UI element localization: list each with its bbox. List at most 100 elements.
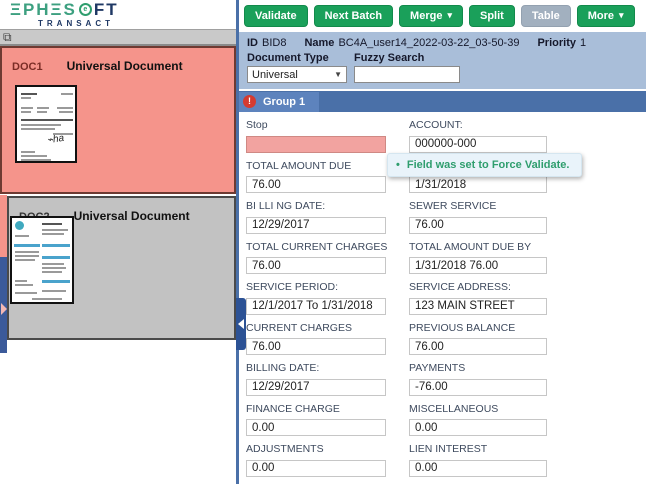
document-panel-doc2[interactable]: DOC2 Universal Document: [7, 196, 236, 340]
priority-value: 1: [579, 37, 587, 49]
copy-pages-icon[interactable]: ⧉: [3, 30, 12, 44]
brand-part2: FT: [93, 0, 119, 19]
error-badge-icon: !: [243, 95, 256, 108]
field-row: SERVICE ADDRESS:: [409, 281, 569, 315]
field-row: TOTAL AMOUNT DUE BY: [409, 240, 569, 274]
left-splitter-strip[interactable]: [0, 257, 7, 353]
toolbar-button-validate[interactable]: Validate: [244, 4, 308, 28]
tooltip-text: Field was set to Force Validate.: [406, 159, 570, 171]
field-label: TOTAL AMOUNT DUE BY: [409, 240, 532, 253]
field-label: ACCOUNT:: [409, 119, 463, 131]
document-type-value: Universal: [252, 68, 298, 81]
sidebar-toolbar: ⧉: [0, 29, 236, 46]
doc2-type-label: Universal Document: [73, 209, 190, 223]
group-tab-bar: ! Group 1: [239, 91, 646, 112]
field-label: Stop: [246, 119, 268, 131]
doc2-page-thumbnail[interactable]: [10, 216, 74, 304]
field-label: SERVICE PERIOD:: [246, 281, 338, 293]
brand-wordmark: ΞPHΞS e FT: [10, 1, 150, 18]
batch-meta-bar: ID BID8 Name BC4A_user14_2022-03-22_03-5…: [239, 32, 646, 89]
field-row: BI LLI NG DATE:: [246, 200, 409, 234]
field-row: LIEN INTEREST: [409, 443, 569, 477]
field-row: MISCELLANEOUS: [409, 402, 569, 436]
form-col-right: ACCOUNT: SEWER SERVICE TOTAL AMOUNT DUE BY…: [409, 119, 569, 484]
expand-right-arrow-icon[interactable]: [1, 303, 7, 315]
field-label: CURRENT CHARGES: [246, 321, 352, 334]
brand-part1: ΞPHΞS: [10, 0, 77, 19]
field-label: SEWER SERVICE: [409, 200, 497, 212]
field-input-sewer-service[interactable]: [409, 216, 547, 234]
dropdown-caret-icon: ▾: [619, 10, 624, 21]
field-input-billing-date[interactable]: [246, 378, 386, 396]
field-row: Stop: [246, 119, 409, 153]
tab-group-1[interactable]: ! Group 1: [239, 92, 320, 112]
doc1-id-label: DOC1: [12, 61, 43, 73]
doc1-header: DOC1 Universal Document: [2, 48, 234, 73]
field-input-service-period[interactable]: [246, 297, 386, 315]
field-input-previous-balance[interactable]: [409, 338, 547, 355]
index-fields-form: Stop TOTAL AMOUNT DUE BI LLI NG DATE: TOTAL…: [236, 112, 646, 484]
field-label: BILLING DATE:: [246, 362, 320, 374]
field-row: TOTAL AMOUNT DUE: [246, 159, 409, 193]
name-value: BC4A_user14_2022-03-22_03-50-39: [338, 37, 520, 49]
field-input-miscellaneous[interactable]: [409, 419, 547, 436]
toolbar-buttons: Validate Next Batch Merge ▾ Split Table More ▾: [239, 0, 646, 32]
field-row: SEWER SERVICE: [409, 200, 569, 234]
field-label: TOTAL CURRENT CHARGES: [246, 240, 388, 253]
field-row: TOTAL CURRENT CHARGES: [246, 240, 409, 274]
brand-subtitle: TRANSACT: [38, 19, 114, 28]
field-label: LIEN INTEREST: [409, 443, 488, 455]
field-input-finance-charge[interactable]: [246, 419, 386, 436]
field-input-service-address[interactable]: [409, 297, 547, 315]
field-input-current-charges[interactable]: [246, 338, 386, 355]
fuzzy-search-input[interactable]: [354, 66, 460, 83]
form-col-left: Stop TOTAL AMOUNT DUE BI LLI NG DATE: TOTAL…: [246, 119, 409, 484]
field-input-lien-interest[interactable]: [409, 459, 547, 477]
left-splitter-strip-top: [0, 195, 7, 257]
field-label: PAYMENTS: [409, 362, 466, 374]
field-input-account[interactable]: [409, 135, 547, 153]
field-row: PREVIOUS BALANCE: [409, 322, 569, 355]
field-label: BI LLI NG DATE:: [246, 200, 326, 212]
field-label: ADJUSTMENTS: [246, 443, 324, 455]
meta-field-inputs: Universal ▼: [247, 66, 638, 83]
field-input-total-amount-due[interactable]: [246, 176, 386, 193]
field-row: ADJUSTMENTS: [246, 443, 409, 477]
document-type-select[interactable]: Universal ▼: [247, 66, 347, 83]
field-input-adjustments[interactable]: [246, 459, 386, 477]
collapse-panel-handle[interactable]: [236, 298, 246, 350]
field-row: SERVICE PERIOD:: [246, 281, 409, 315]
field-row: BILLING DATE:: [246, 362, 409, 396]
field-row: FINANCE CHARGE: [246, 402, 409, 436]
dropdown-caret-icon: ▾: [447, 10, 452, 21]
toolbar-button-merge[interactable]: Merge ▾: [399, 4, 463, 28]
fuzzy-search-label: Fuzzy Search: [354, 52, 425, 64]
toolbar-button-next-batch[interactable]: Next Batch: [313, 4, 394, 28]
field-input-total-current-charges[interactable]: [246, 257, 386, 274]
toolbar-button-more[interactable]: More ▾: [576, 4, 635, 28]
document-sidebar: ΞPHΞS e FT TRANSACT ⧉ DOC1 Universal Docum…: [0, 0, 236, 484]
field-label: FINANCE CHARGE: [246, 402, 340, 415]
field-input-payments[interactable]: [409, 378, 547, 396]
field-input-stop[interactable]: [246, 135, 386, 153]
force-validate-tooltip: • Field was set to Force Validate.: [387, 153, 583, 177]
field-input-total-amount-due-by[interactable]: [409, 257, 547, 274]
toolbar-button-split[interactable]: Split: [468, 4, 515, 28]
field-label: TOTAL AMOUNT DUE: [246, 159, 352, 172]
chevron-down-icon: ▼: [334, 70, 342, 79]
id-value: BID8: [262, 37, 287, 49]
meta-field-labels: Document Type Fuzzy Search: [247, 52, 638, 64]
field-input-unlabeled[interactable]: [409, 176, 547, 193]
field-row: ACCOUNT:: [409, 119, 569, 153]
doc1-page-thumbnail[interactable]: ⌁ha: [15, 85, 77, 163]
document-type-label: Document Type: [247, 52, 329, 64]
field-input-bi-lli-ng-date[interactable]: [246, 216, 386, 234]
field-label: SERVICE ADDRESS:: [409, 281, 511, 293]
signature-mark: ⌁ha: [46, 132, 65, 147]
batch-identity-row: ID BID8 Name BC4A_user14_2022-03-22_03-5…: [247, 37, 638, 49]
ephesoft-logo: ΞPHΞS e FT TRANSACT: [0, 0, 150, 29]
field-row: CURRENT CHARGES: [246, 321, 409, 355]
field-label: MISCELLANEOUS: [409, 402, 499, 415]
document-panel-doc1[interactable]: DOC1 Universal Document ⌁ha: [0, 46, 236, 194]
toolbar-button-table[interactable]: Table: [520, 4, 571, 28]
